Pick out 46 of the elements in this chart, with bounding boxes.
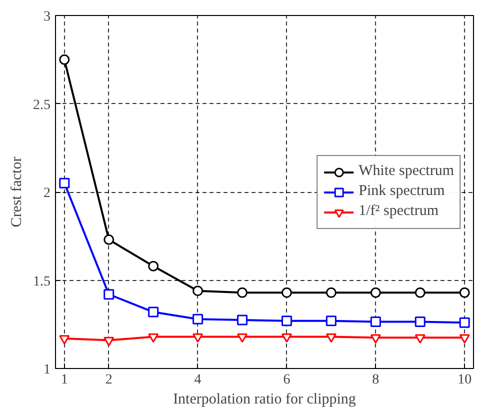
x-tick-label: 6 bbox=[283, 372, 290, 388]
point bbox=[148, 260, 159, 272]
legend-label: 1/f² spectrum bbox=[358, 203, 439, 220]
point bbox=[59, 54, 70, 65]
point bbox=[326, 287, 336, 298]
point bbox=[104, 289, 114, 300]
legend-label: Pink spectrum bbox=[358, 183, 445, 200]
point bbox=[414, 316, 426, 327]
point bbox=[192, 286, 204, 296]
point bbox=[104, 234, 114, 245]
point bbox=[148, 333, 159, 343]
y-tick-label: 3 bbox=[44, 10, 50, 24]
x-tick-label: 4 bbox=[194, 372, 202, 388]
point bbox=[370, 334, 381, 344]
x-tick-label: 1 bbox=[60, 372, 68, 388]
y-tick-label: 2.5 bbox=[33, 98, 50, 113]
y-tick-label: 1 bbox=[44, 362, 50, 378]
point bbox=[192, 314, 204, 324]
point bbox=[370, 287, 381, 298]
point bbox=[281, 333, 292, 343]
point bbox=[326, 316, 336, 326]
legend-label: White spectrum bbox=[358, 163, 454, 180]
point bbox=[459, 334, 470, 344]
point bbox=[281, 316, 292, 326]
y-axis-title: Crest factor bbox=[9, 156, 25, 228]
point bbox=[281, 287, 292, 298]
point bbox=[459, 287, 470, 298]
point bbox=[414, 287, 426, 298]
point bbox=[370, 316, 381, 327]
point bbox=[192, 333, 204, 343]
point bbox=[59, 335, 70, 344]
point bbox=[104, 336, 114, 346]
x-tick-label: 2 bbox=[105, 372, 112, 388]
point bbox=[414, 334, 426, 344]
point bbox=[326, 333, 336, 343]
x-axis-title: Interpolation ratio for clipping bbox=[173, 392, 356, 408]
point bbox=[237, 287, 248, 298]
y-tick-label: 1.5 bbox=[33, 274, 50, 290]
point bbox=[237, 333, 248, 343]
y-tick-label: 2 bbox=[44, 186, 50, 201]
x-tick-label: 10 bbox=[458, 372, 472, 388]
point bbox=[459, 317, 470, 328]
point bbox=[59, 178, 70, 188]
point bbox=[148, 306, 159, 318]
x-tick-label: 8 bbox=[372, 372, 380, 388]
point bbox=[237, 314, 248, 326]
